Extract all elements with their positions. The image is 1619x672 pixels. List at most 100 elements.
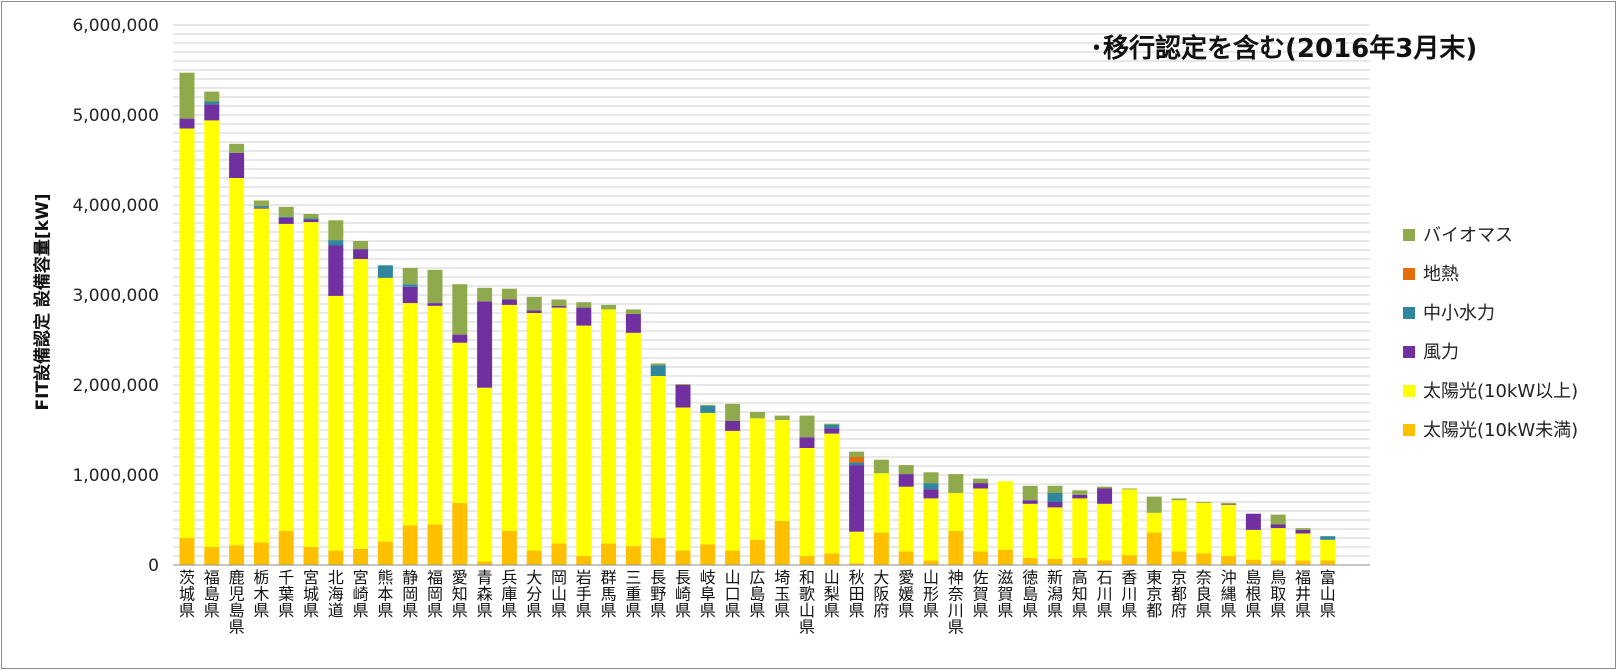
bar-segment xyxy=(402,303,418,526)
bar-segment xyxy=(1146,496,1162,513)
bar-segment xyxy=(725,550,741,565)
bar-segment xyxy=(501,304,517,531)
bar-segment xyxy=(601,543,617,565)
y-axis-label: FIT設備認定 設備容量[kW] xyxy=(32,193,53,410)
bar-segment xyxy=(824,553,840,565)
bar-segment xyxy=(1171,500,1187,552)
bar-segment xyxy=(973,483,989,489)
bar-segment xyxy=(1221,556,1237,565)
legend-label: 太陽光(10kW未満) xyxy=(1423,420,1578,441)
legend-swatch xyxy=(1403,268,1415,280)
bar-segment xyxy=(253,205,269,208)
bar-segment xyxy=(452,284,468,335)
bar-segment xyxy=(402,268,418,285)
bar-segment xyxy=(328,220,344,241)
bar-segment xyxy=(997,549,1013,565)
x-category-label: 佐賀県 xyxy=(973,568,989,620)
bar-segment xyxy=(824,428,840,434)
bar-segment xyxy=(725,421,741,431)
x-category-label: 和歌山県 xyxy=(799,568,815,637)
bar-segment xyxy=(700,544,716,565)
bar-segment xyxy=(749,539,765,565)
bar-segment xyxy=(625,332,641,547)
bar-segment xyxy=(725,403,741,421)
bar-segment xyxy=(303,222,319,547)
x-category-label: 青森県 xyxy=(477,568,493,620)
bar-segment xyxy=(650,538,666,565)
x-category-label: 大阪府 xyxy=(873,568,889,620)
bar-segment xyxy=(1196,553,1212,565)
bar-segment xyxy=(328,550,344,565)
bar-segment xyxy=(303,218,319,220)
bar-segment xyxy=(253,200,269,206)
bar-segment xyxy=(625,309,641,314)
bar-segment xyxy=(1146,512,1162,533)
bar-segment xyxy=(253,542,269,565)
bar-segment xyxy=(179,128,195,538)
x-category-label: 東京都 xyxy=(1146,568,1162,620)
bar-segment xyxy=(625,546,641,565)
x-category-label: 富山県 xyxy=(1320,568,1336,620)
x-category-label: 群馬県 xyxy=(601,568,617,620)
bar-segment xyxy=(353,241,369,250)
bar-segment xyxy=(1295,533,1311,561)
bar-segment xyxy=(1097,486,1113,489)
bar-segment xyxy=(253,208,269,543)
x-category-label: 山梨県 xyxy=(824,568,840,620)
bar-segment xyxy=(204,120,220,548)
bar-segment xyxy=(849,465,865,532)
bar-segment xyxy=(278,223,294,531)
x-category-label: 大分県 xyxy=(526,568,542,620)
bar-segment xyxy=(278,206,294,217)
bar-segment xyxy=(1047,507,1063,559)
bar-segment xyxy=(898,486,914,552)
bar-segment xyxy=(1171,498,1187,501)
legend-label: 地熱 xyxy=(1423,264,1459,285)
bar-segment xyxy=(1097,488,1113,504)
x-category-label: 高知県 xyxy=(1072,568,1088,620)
bar-segment xyxy=(253,207,269,209)
bar-segment xyxy=(1270,560,1286,565)
bar-segment xyxy=(675,407,691,551)
bar-segment xyxy=(1121,488,1137,490)
bar-segment xyxy=(1022,503,1038,558)
x-category-label: 三重県 xyxy=(625,568,641,620)
bar-segment xyxy=(1196,502,1212,554)
bar-segment xyxy=(650,376,666,538)
bar-segment xyxy=(427,269,443,304)
bar-segment xyxy=(452,342,468,503)
bar-segment xyxy=(427,303,443,306)
bar-segment xyxy=(849,457,865,463)
bar-segment xyxy=(1072,490,1088,495)
bar-segment xyxy=(303,219,319,223)
bar-segment xyxy=(526,296,542,311)
bar-segment xyxy=(700,404,716,406)
bar-segment xyxy=(1295,560,1311,565)
bar-segment xyxy=(551,299,567,306)
bar-segment xyxy=(923,483,939,490)
gridlines xyxy=(173,24,1370,566)
x-category-label: 滋賀県 xyxy=(997,568,1013,620)
x-category-label: 沖縄県 xyxy=(1221,568,1237,620)
bar-segment xyxy=(873,473,889,533)
bar-segment xyxy=(303,214,319,219)
bar-segment xyxy=(849,451,865,457)
bar-segment xyxy=(824,423,840,425)
bar-segment xyxy=(1047,502,1063,508)
bar-segment xyxy=(377,541,393,565)
bar-segment xyxy=(576,325,592,556)
x-category-label: 香川県 xyxy=(1121,568,1137,620)
x-category-label: 岩手県 xyxy=(576,568,592,620)
bar-segment xyxy=(353,259,369,549)
bar-segment xyxy=(526,313,542,551)
bar-segment xyxy=(1097,560,1113,565)
bar-segment xyxy=(377,265,393,278)
x-category-label: 茨城県 xyxy=(179,568,195,620)
bar-segment xyxy=(278,530,294,565)
bar-segment xyxy=(601,304,617,310)
bar-segment xyxy=(997,481,1013,550)
x-category-label: 京都府 xyxy=(1171,568,1187,620)
x-category-label: 広島県 xyxy=(749,568,765,620)
bar-segment xyxy=(923,489,939,499)
